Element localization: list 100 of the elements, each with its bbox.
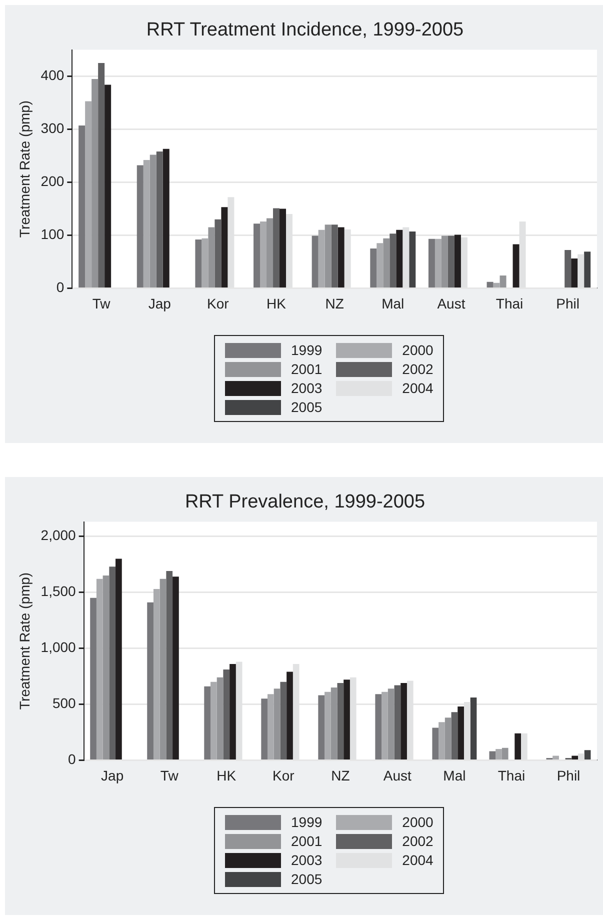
bar: [432, 728, 439, 760]
x-tick-label: Mal: [382, 295, 404, 312]
bar: [496, 749, 502, 760]
bar: [470, 698, 477, 760]
bar: [584, 252, 591, 288]
bar: [312, 236, 318, 288]
bar: [330, 687, 338, 760]
legend-label: 2004: [402, 380, 434, 396]
bar: [102, 576, 110, 760]
bar: [96, 578, 103, 760]
bar: [260, 221, 267, 288]
x-tick-label: Jap: [101, 767, 124, 784]
x-tick-label: NZ: [331, 767, 350, 784]
bar: [444, 718, 452, 760]
y-tick-label: 0: [68, 751, 76, 768]
x-tick-label: Phil: [556, 767, 580, 784]
y-tick-label: 400: [40, 67, 64, 84]
x-tick-label: Aust: [383, 767, 412, 784]
chart-title: RRT Treatment Incidence, 1999-2005: [146, 20, 464, 41]
bar: [337, 682, 344, 760]
y-tick-label: 500: [52, 695, 76, 712]
bar: [338, 227, 344, 288]
bar: [458, 706, 464, 760]
bar: [571, 258, 578, 288]
legend-label: 2002: [402, 361, 434, 377]
bar: [204, 686, 210, 760]
x-tick-label: Aust: [437, 295, 466, 312]
bar: [90, 598, 96, 760]
bar: [268, 694, 274, 760]
bar: [92, 78, 98, 288]
bar: [230, 664, 236, 760]
bar: [512, 244, 520, 288]
bar: [136, 165, 144, 288]
bar: [223, 670, 230, 760]
bar: [147, 602, 154, 760]
bar: [552, 756, 559, 760]
bar: [375, 694, 382, 760]
x-tick-label: Kor: [272, 767, 295, 784]
bar: [489, 751, 496, 760]
bar: [210, 682, 217, 760]
x-tick-label: Mal: [443, 767, 466, 784]
bar: [162, 148, 170, 288]
bar: [454, 234, 461, 288]
x-tick-label: Tw: [160, 767, 180, 784]
bar: [195, 239, 202, 288]
legend-label: 2005: [291, 399, 322, 415]
bar: [438, 722, 445, 760]
bar: [202, 238, 208, 288]
legend-label: 2001: [291, 361, 322, 377]
bar: [273, 208, 280, 288]
x-tick-label: HK: [216, 767, 237, 784]
bar: [78, 126, 86, 288]
bar: [502, 748, 508, 760]
y-tick-label: 1,000: [40, 639, 76, 656]
chart-title: RRT Prevalence, 1999-2005: [184, 492, 426, 513]
bar: [388, 688, 394, 760]
y-tick-label: 0: [56, 279, 64, 296]
bar: [286, 672, 293, 760]
bar: [214, 219, 222, 288]
bar: [166, 571, 173, 760]
bar: [441, 236, 448, 288]
bar: [254, 224, 260, 288]
x-tick-label: HK: [266, 295, 287, 312]
y-axis-title: Treatment Rate (pmp): [16, 100, 32, 238]
x-tick-label: Tw: [92, 295, 112, 312]
bar: [409, 232, 416, 288]
x-tick-label: Thai: [498, 767, 526, 784]
bar: [318, 695, 325, 760]
legend-label: 2001: [291, 833, 322, 849]
bar: [448, 236, 454, 288]
bar: [400, 682, 407, 760]
legend-label: 2005: [291, 871, 322, 887]
bar: [394, 685, 401, 760]
bar: [584, 750, 591, 760]
legend-label: 1999: [291, 342, 322, 358]
bar: [451, 712, 458, 760]
bar: [280, 208, 286, 288]
bar: [324, 692, 331, 760]
x-tick-label: Phil: [556, 295, 580, 312]
bar: [160, 578, 166, 760]
legend-label: 1999: [291, 814, 322, 830]
bar: [221, 207, 228, 288]
bar: [318, 230, 325, 288]
legend-label: 2003: [291, 852, 322, 868]
bar: [153, 588, 160, 760]
bar: [370, 248, 377, 288]
bar: [331, 224, 338, 288]
bar: [428, 238, 435, 288]
bar: [109, 566, 116, 760]
bar: [116, 558, 122, 760]
bar: [434, 238, 442, 288]
x-tick-label: Thai: [496, 295, 524, 312]
bar: [390, 234, 396, 288]
bar: [486, 282, 494, 288]
bar: [376, 243, 384, 288]
y-tick-label: 300: [40, 120, 64, 136]
legend-label: 2002: [402, 833, 434, 849]
y-tick-label: 100: [40, 226, 64, 242]
bar: [156, 152, 163, 288]
bar: [324, 224, 332, 288]
